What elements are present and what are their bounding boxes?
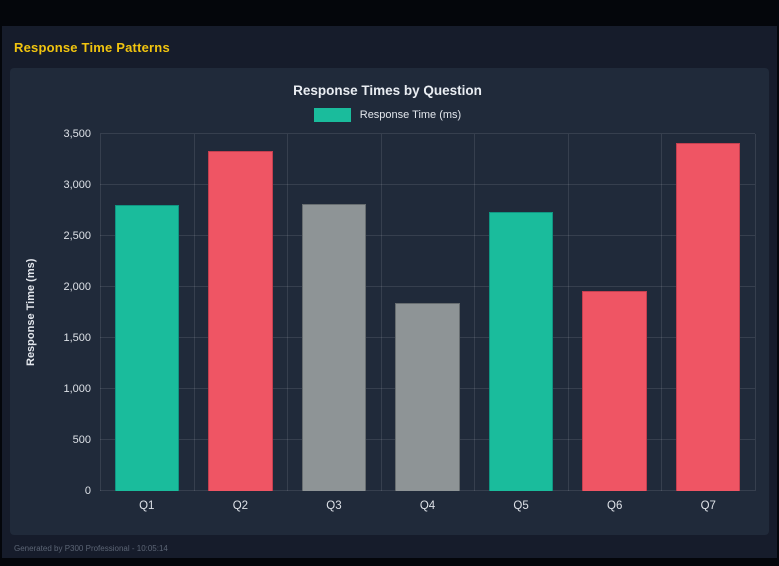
x-tick-label: Q3	[326, 500, 342, 512]
y-tick-label: 3,500	[63, 128, 91, 140]
legend-item-response-time[interactable]: Response Time (ms)	[313, 108, 462, 122]
x-tick-label: Q6	[607, 500, 623, 512]
y-tick-label: 1,000	[63, 383, 91, 395]
chart-panel: Response Times by Question Response Time…	[10, 68, 769, 535]
y-tick-label: 1,500	[63, 332, 91, 344]
chart-title: Response Times by Question	[293, 83, 482, 98]
bar-q2	[208, 151, 273, 491]
v-gridline	[193, 134, 195, 491]
y-tick-label: 2,000	[63, 281, 91, 293]
bar-q6	[582, 291, 647, 491]
v-gridline	[661, 134, 663, 491]
h-gridline	[100, 133, 755, 134]
y-tick-label: 0	[84, 485, 91, 497]
v-gridline	[380, 134, 382, 491]
y-tick-label: 3,000	[63, 179, 91, 191]
y-axis-title: Response Time (ms)	[25, 258, 37, 367]
v-gridline	[100, 134, 101, 491]
report-page: Response Time Patterns Response Times by…	[2, 26, 777, 558]
x-axis-ticks: Q1 Q2 Q3 Q4 Q5 Q6 Q7	[100, 491, 755, 521]
y-tick-label: 2,500	[63, 230, 91, 242]
x-tick-label: Q2	[232, 500, 249, 512]
h-gridline	[100, 235, 755, 236]
legend-label: Response Time (ms)	[359, 109, 462, 121]
bar-q5	[488, 212, 554, 491]
page-title: Response Time Patterns	[14, 40, 170, 55]
h-gridline	[100, 184, 755, 185]
bar-q7	[675, 143, 741, 491]
x-tick-label: Q7	[700, 500, 716, 512]
generated-by-note: Generated by P300 Professional - 10:05:1…	[14, 544, 168, 553]
x-tick-label: Q4	[419, 500, 436, 512]
bar-q3	[301, 204, 367, 491]
bar-q1	[114, 205, 180, 491]
plot-area	[100, 133, 756, 491]
v-gridline	[474, 134, 476, 491]
y-tick-label: 500	[72, 434, 91, 446]
v-gridline	[755, 134, 756, 491]
x-tick-label: Q1	[139, 500, 155, 512]
x-tick-label: Q5	[513, 500, 529, 512]
y-axis-ticks: 0 500 1,000 1,500 2,000 2,500 3,000 3,500	[42, 128, 100, 497]
h-gridline	[100, 286, 755, 287]
v-gridline	[567, 134, 569, 491]
chart-area: Response Time (ms) 0 500 1,000 1,500 2,000 2,…	[20, 128, 756, 535]
bar-q4	[395, 302, 460, 491]
legend-color-swatch	[313, 108, 351, 122]
v-gridline	[287, 134, 289, 491]
chart-legend: Response Time (ms)	[20, 108, 755, 122]
